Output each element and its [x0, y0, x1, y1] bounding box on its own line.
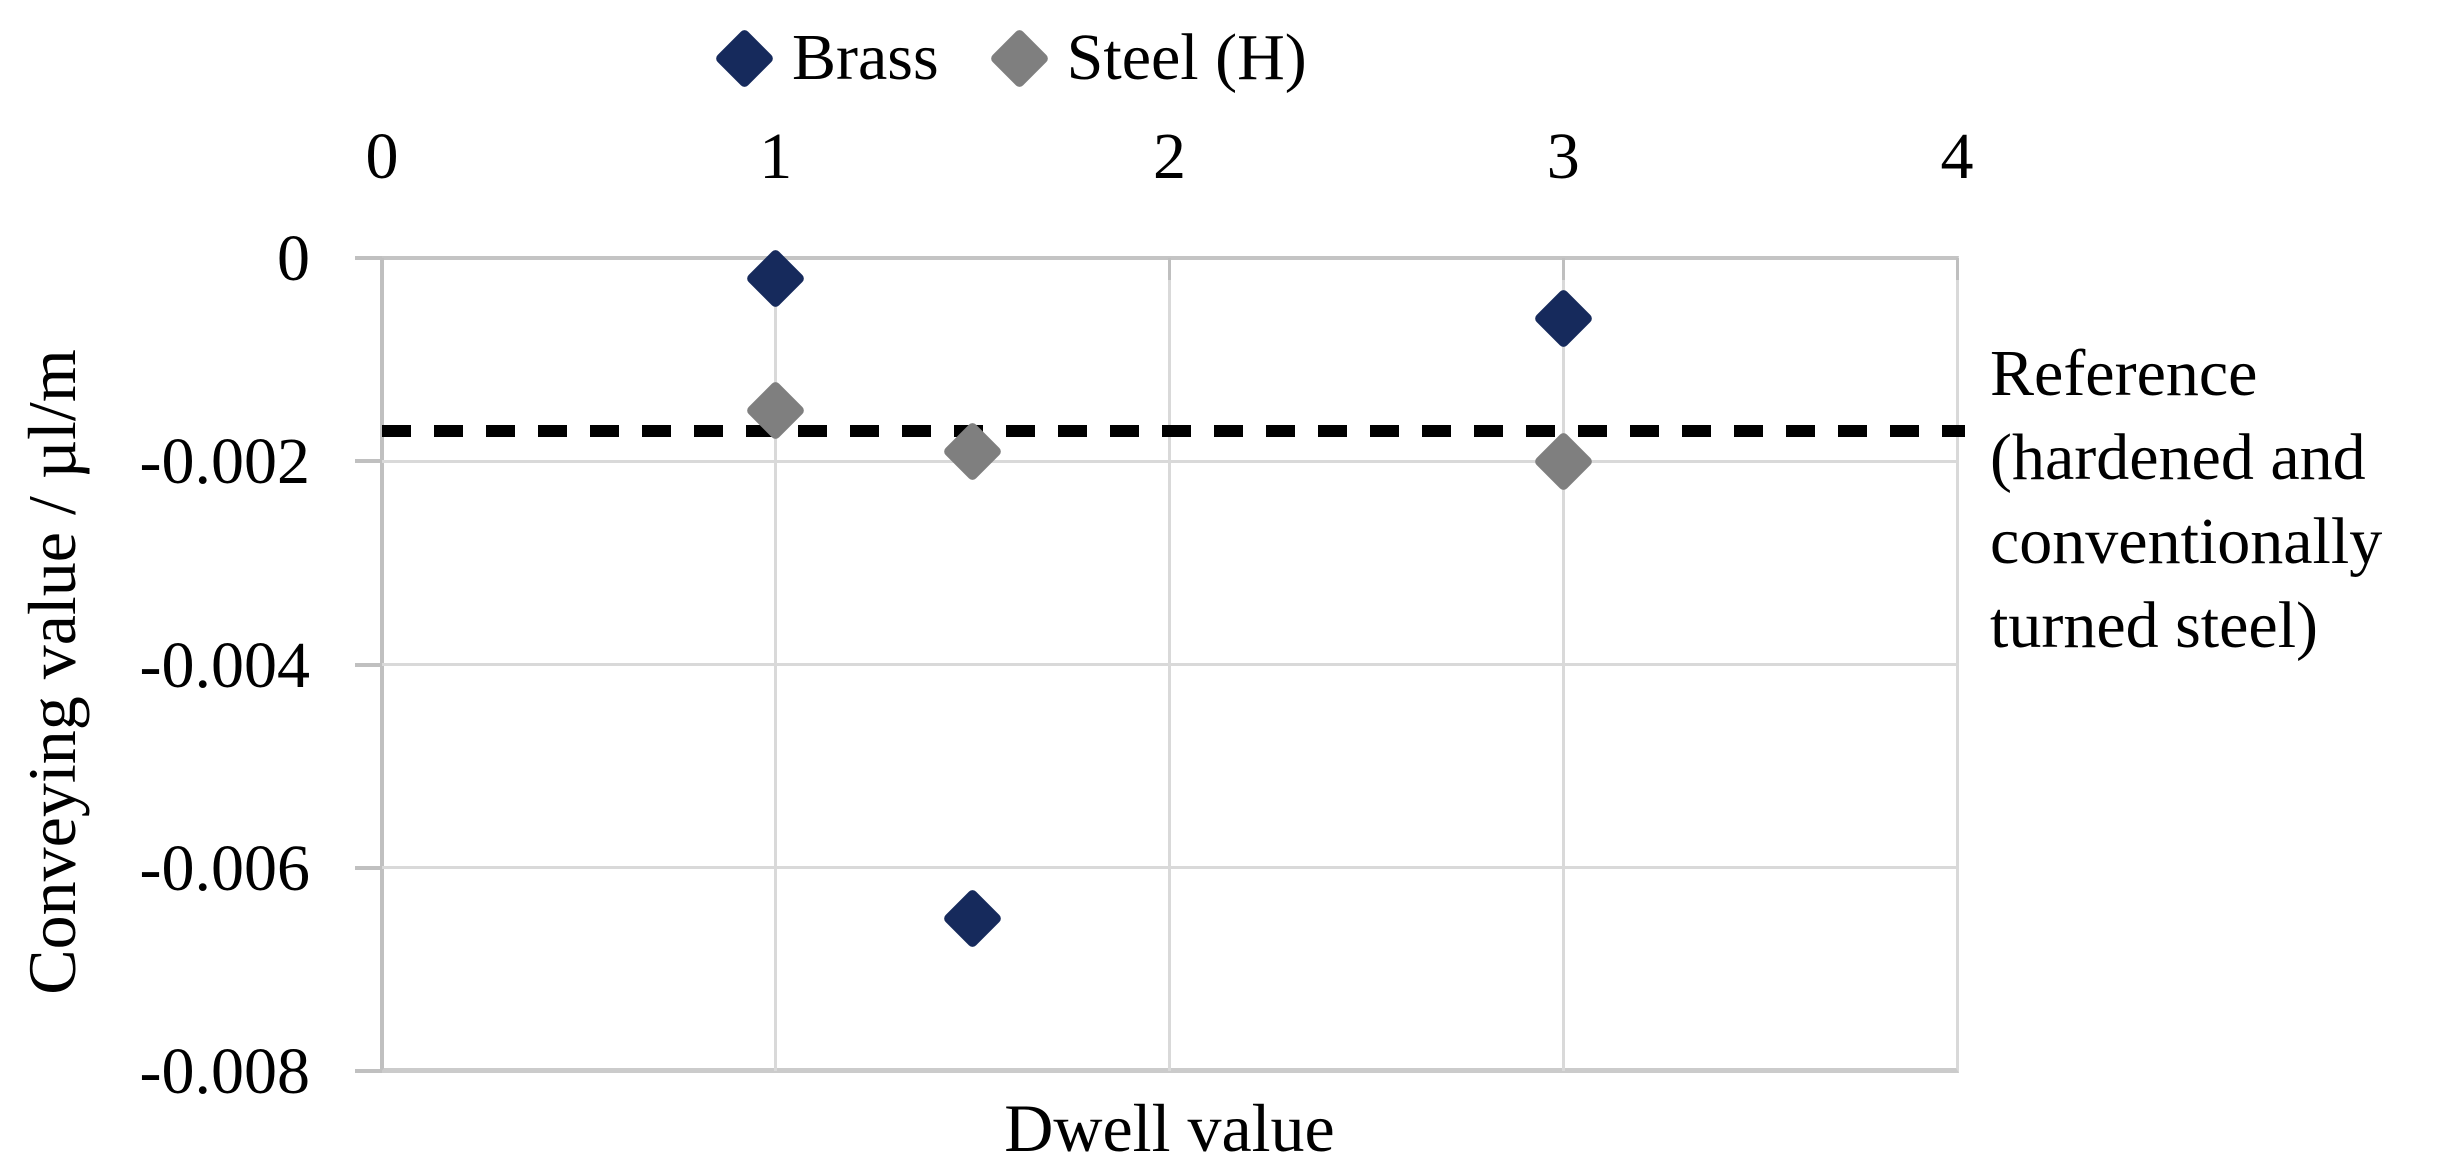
annotation-line: turned steel)	[1990, 589, 2319, 662]
legend-item-brass: Brass	[714, 13, 939, 103]
y-gridline	[382, 459, 1957, 463]
y-axis-tick-mark	[355, 662, 382, 667]
legend: Brass Steel (H)	[714, 13, 1307, 103]
annotation-line: conventionally	[1990, 505, 2383, 578]
x-axis-title: Dwell value	[1004, 1090, 1335, 1166]
brass-diamond-icon	[714, 27, 775, 89]
x-tick-label: 3	[1546, 120, 1580, 193]
legend-label-brass: Brass	[792, 21, 939, 94]
y-tick-label: 0	[277, 222, 310, 295]
x-axis-tick-mark	[1561, 258, 1565, 280]
y-axis-tick-mark	[355, 459, 382, 464]
x-tick-label: 1	[759, 120, 793, 193]
y-tick-label: -0.002	[139, 425, 310, 499]
y-axis-title: Conveying value / µl/m	[14, 349, 90, 995]
y-gridline	[382, 866, 1957, 870]
x-axis-tick-mark	[1955, 258, 1959, 280]
x-tick-label: 4	[1940, 120, 1974, 193]
y-gridline	[382, 663, 1957, 666]
reference-annotation: Reference (hardened and conventionally t…	[1990, 332, 2382, 668]
annotation-line: (hardened and	[1990, 421, 2366, 494]
y-axis-tick-mark	[355, 865, 382, 870]
reference-dashed-line	[382, 424, 1965, 437]
plot-area: 0 1 2 3 4 0 -0.002 -0.004 -0.006 -0.008	[140, 122, 1974, 1107]
y-tick-label: -0.006	[139, 831, 310, 905]
y-tick-label: -0.004	[139, 628, 310, 702]
x-tick-label: 2	[1153, 120, 1186, 193]
legend-item-steel-h: Steel (H)	[988, 13, 1307, 103]
x-tick-label: 0	[365, 120, 399, 193]
legend-label-steel-h: Steel (H)	[1066, 21, 1307, 94]
annotation-line: Reference	[1990, 337, 2258, 410]
y-axis-tick-mark	[355, 256, 382, 260]
y-tick-label: -0.008	[139, 1035, 310, 1108]
x-axis-tick-mark	[380, 258, 384, 280]
steel-h-diamond-icon	[988, 27, 1050, 89]
y-axis-tick-mark	[355, 1069, 382, 1073]
x-axis-tick-mark	[1168, 258, 1171, 280]
